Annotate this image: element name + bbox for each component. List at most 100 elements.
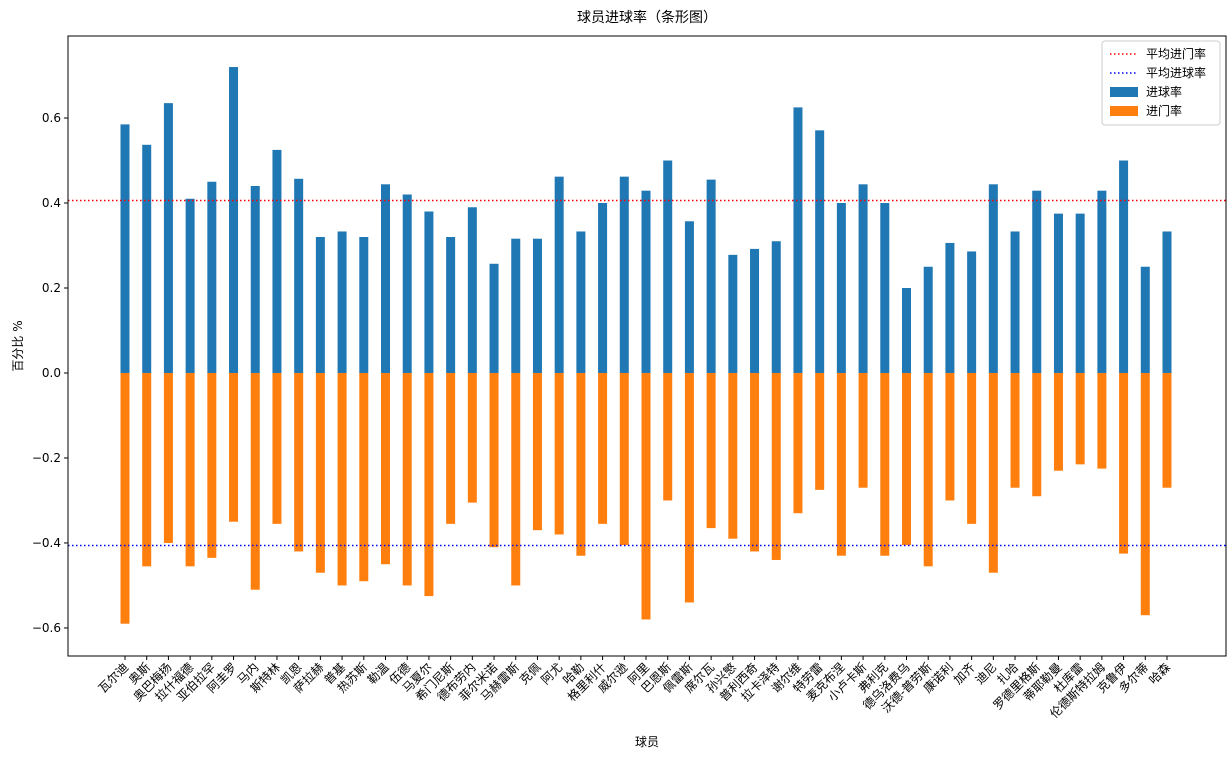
bar bbox=[554, 372, 564, 535]
bar bbox=[1097, 190, 1107, 373]
y-tick-label: −0.4 bbox=[32, 536, 61, 550]
bar bbox=[706, 179, 716, 373]
bar bbox=[359, 237, 369, 373]
bar bbox=[424, 211, 434, 373]
bar bbox=[532, 372, 542, 531]
bar bbox=[402, 372, 412, 586]
bar bbox=[815, 372, 825, 490]
bar bbox=[598, 372, 608, 524]
bar bbox=[532, 238, 542, 373]
bar bbox=[315, 372, 325, 573]
bar bbox=[1119, 160, 1129, 373]
bar bbox=[294, 372, 304, 552]
bar bbox=[988, 184, 998, 373]
bar bbox=[489, 263, 499, 373]
bar bbox=[1053, 213, 1063, 373]
bar bbox=[576, 372, 586, 556]
bar bbox=[250, 372, 260, 590]
bar bbox=[598, 203, 608, 373]
bar bbox=[619, 372, 629, 546]
bar bbox=[381, 372, 390, 565]
legend-box bbox=[1101, 40, 1221, 126]
y-tick-label: −0.6 bbox=[32, 621, 61, 635]
x-axis-label: 球员 bbox=[635, 735, 659, 749]
bar bbox=[663, 372, 673, 501]
bar bbox=[511, 372, 521, 586]
bar bbox=[229, 372, 239, 522]
legend-label: 平均进门率 bbox=[1146, 46, 1206, 61]
bar bbox=[272, 149, 282, 373]
legend-label: 进球率 bbox=[1146, 84, 1182, 99]
bar bbox=[120, 124, 130, 373]
bar bbox=[663, 160, 673, 373]
bar bbox=[424, 372, 434, 597]
legend-label: 平均进球率 bbox=[1146, 65, 1206, 80]
bar bbox=[750, 372, 760, 552]
bar bbox=[1140, 266, 1150, 373]
bar bbox=[1140, 372, 1150, 616]
bar bbox=[728, 254, 738, 373]
bar bbox=[1119, 372, 1129, 554]
bar bbox=[988, 372, 998, 573]
bar bbox=[1075, 213, 1085, 373]
bar bbox=[185, 198, 195, 373]
bar bbox=[793, 372, 803, 514]
bar bbox=[641, 372, 651, 620]
bar bbox=[967, 372, 977, 524]
y-tick-label: 0.0 bbox=[42, 366, 61, 380]
bar bbox=[641, 190, 651, 373]
bar bbox=[446, 237, 456, 373]
bar bbox=[489, 372, 499, 548]
bar bbox=[163, 372, 173, 543]
bar bbox=[1010, 372, 1020, 488]
bar bbox=[771, 241, 781, 373]
bar bbox=[1075, 372, 1085, 465]
bar bbox=[619, 176, 629, 373]
bar bbox=[880, 203, 890, 373]
bar bbox=[793, 107, 803, 373]
bar bbox=[1053, 372, 1063, 471]
bar bbox=[337, 372, 347, 586]
bar bbox=[381, 184, 390, 373]
bar bbox=[815, 130, 825, 373]
y-tick-label: 0.6 bbox=[42, 111, 61, 125]
bar bbox=[359, 372, 369, 582]
bar bbox=[858, 372, 868, 488]
bar bbox=[1032, 190, 1042, 373]
legend-swatch bbox=[1110, 87, 1138, 97]
bar bbox=[923, 372, 933, 567]
chart-title: 球员进球率（条形图） bbox=[577, 9, 717, 26]
bar bbox=[337, 231, 347, 373]
bar bbox=[728, 372, 738, 539]
bar bbox=[207, 181, 217, 373]
bar bbox=[207, 372, 217, 558]
bar bbox=[294, 178, 304, 373]
bar bbox=[1162, 372, 1172, 488]
bar bbox=[576, 231, 586, 373]
y-axis-label: 百分比 % bbox=[11, 320, 25, 371]
bar bbox=[684, 372, 694, 603]
bar bbox=[923, 266, 933, 373]
bar bbox=[967, 251, 977, 373]
bar bbox=[836, 372, 846, 556]
y-tick-label: 0.4 bbox=[42, 196, 61, 210]
bar bbox=[1162, 231, 1172, 373]
bar bbox=[836, 203, 846, 373]
bar bbox=[706, 372, 716, 529]
bar bbox=[467, 372, 477, 503]
bar bbox=[858, 184, 868, 373]
bar bbox=[163, 103, 173, 373]
y-tick-label: 0.2 bbox=[42, 281, 61, 295]
bar bbox=[402, 194, 412, 373]
plot-frame bbox=[67, 35, 1227, 657]
bar bbox=[945, 372, 955, 501]
bar bbox=[250, 186, 260, 373]
legend-label: 进门率 bbox=[1146, 103, 1182, 118]
bar bbox=[902, 287, 911, 373]
legend-swatch bbox=[1110, 106, 1138, 116]
bar bbox=[771, 372, 781, 560]
bar bbox=[1032, 372, 1042, 497]
